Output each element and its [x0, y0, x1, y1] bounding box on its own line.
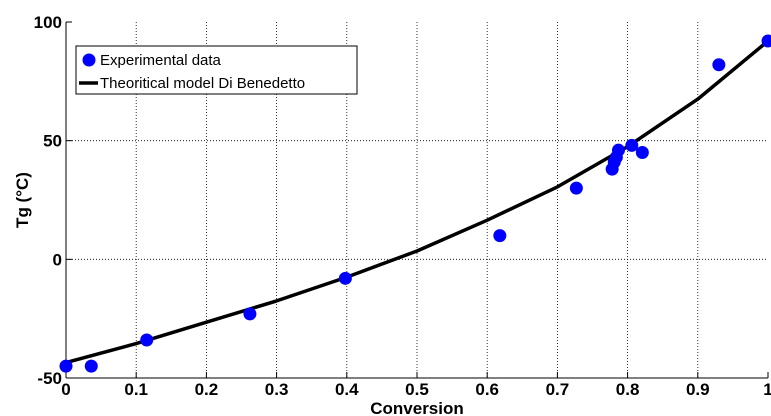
x-tick-label: 0: [61, 380, 70, 399]
data-point: [338, 271, 352, 285]
data-point: [84, 359, 98, 373]
x-tick-label: 0.1: [124, 380, 148, 399]
y-tick-label: -50: [37, 369, 62, 388]
legend-label-experimental: Experimental data: [100, 52, 222, 69]
data-point: [140, 333, 154, 347]
data-point: [611, 143, 625, 157]
data-point: [493, 229, 507, 243]
x-tick-label: 0.6: [475, 380, 499, 399]
x-tick-label: 0.8: [616, 380, 640, 399]
x-tick-label: 1: [763, 380, 771, 399]
data-point: [569, 181, 583, 195]
x-tick-label: 0.4: [335, 380, 359, 399]
y-tick-label: 50: [43, 132, 62, 151]
x-tick-label: 0.2: [195, 380, 219, 399]
series-points-group: [59, 34, 771, 373]
y-axis-title: Tg (°C): [13, 172, 32, 228]
legend: Experimental data Theoritical model Di B…: [75, 45, 358, 95]
model-curve: [65, 39, 770, 365]
y-tick-label: 0: [53, 250, 62, 269]
data-point: [59, 359, 73, 373]
legend-box: [75, 45, 358, 95]
series-line-group: [65, 39, 770, 365]
data-point: [635, 146, 649, 160]
data-point: [712, 58, 726, 72]
x-tick-label: 0.5: [405, 380, 429, 399]
data-point: [625, 138, 639, 152]
axes: [65, 21, 769, 379]
x-tick-label: 0.3: [265, 380, 289, 399]
data-point: [761, 34, 771, 48]
x-axis-title: Conversion: [370, 399, 464, 416]
legend-label-model: Theoritical model Di Benedetto: [100, 75, 305, 92]
x-tick-label: 0.7: [546, 380, 570, 399]
legend-marker-experimental: [82, 53, 96, 67]
x-tick-label: 0.9: [686, 380, 710, 399]
data-point: [243, 307, 257, 321]
grid: [66, 22, 768, 378]
y-tick-label: 100: [34, 13, 62, 32]
